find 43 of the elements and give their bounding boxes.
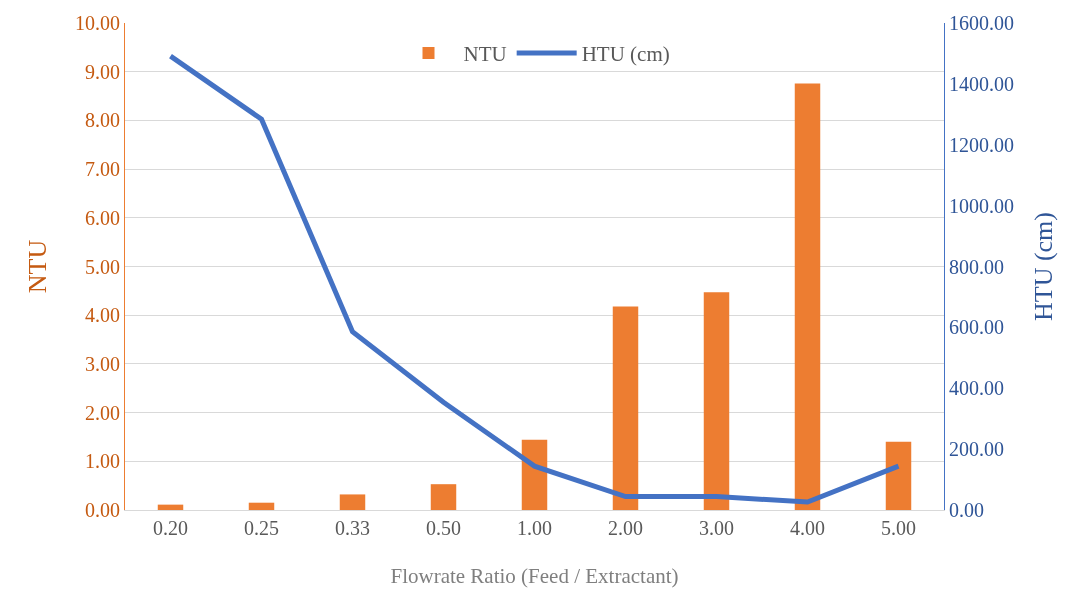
x-axis-title: Flowrate Ratio (Feed / Extractant) bbox=[390, 564, 679, 588]
x-tick-label: 2.00 bbox=[608, 517, 643, 539]
y-tick-label: 5.00 bbox=[85, 255, 120, 278]
y-tick-label: 2.00 bbox=[85, 401, 120, 424]
x-tick-label: 0.25 bbox=[244, 517, 279, 539]
y2-tick-label: 1000.00 bbox=[949, 194, 1014, 217]
y2-tick-label: 0.00 bbox=[949, 499, 984, 521]
x-tick-label: 0.50 bbox=[426, 517, 461, 539]
bar bbox=[339, 494, 366, 510]
y-axis-title: NTU bbox=[23, 239, 53, 294]
legend-label: NTU bbox=[463, 42, 507, 67]
x-tick-label: 3.00 bbox=[699, 517, 734, 539]
y-tick-label: 0.00 bbox=[85, 499, 120, 521]
bar bbox=[703, 292, 730, 510]
bar bbox=[157, 504, 184, 510]
bar bbox=[794, 83, 821, 510]
y-tick-label: 8.00 bbox=[85, 109, 120, 132]
y2-tick-label: 1400.00 bbox=[949, 72, 1014, 95]
bar bbox=[521, 439, 548, 510]
y-tick-label: 4.00 bbox=[85, 304, 120, 327]
y2-tick-label: 1600.00 bbox=[949, 12, 1014, 34]
bar bbox=[248, 502, 275, 510]
x-tick-label: 0.33 bbox=[335, 517, 370, 539]
y-tick-label: 1.00 bbox=[85, 450, 120, 473]
bar bbox=[430, 484, 457, 510]
x-tick-label: 1.00 bbox=[517, 517, 552, 539]
x-tick-label: 5.00 bbox=[881, 517, 916, 539]
y-tick-label: 7.00 bbox=[85, 158, 120, 181]
y-tick-label: 3.00 bbox=[85, 352, 120, 375]
x-tick-label: 4.00 bbox=[790, 517, 825, 539]
bar bbox=[612, 306, 639, 510]
y2-tick-label: 600.00 bbox=[949, 316, 1004, 339]
y2-tick-label: 1200.00 bbox=[949, 133, 1014, 156]
y2-tick-label: 200.00 bbox=[949, 438, 1004, 461]
x-tick-label: 0.20 bbox=[153, 517, 188, 539]
y-tick-label: 9.00 bbox=[85, 60, 120, 83]
y2-tick-label: 400.00 bbox=[949, 377, 1004, 400]
y-tick-label: 10.00 bbox=[75, 12, 120, 34]
legend-label: HTU (cm) bbox=[581, 42, 670, 67]
y2-axis-title: HTU (cm) bbox=[1028, 211, 1058, 322]
bar bbox=[885, 441, 912, 510]
y2-tick-label: 800.00 bbox=[949, 255, 1004, 278]
y-tick-label: 6.00 bbox=[85, 206, 120, 229]
